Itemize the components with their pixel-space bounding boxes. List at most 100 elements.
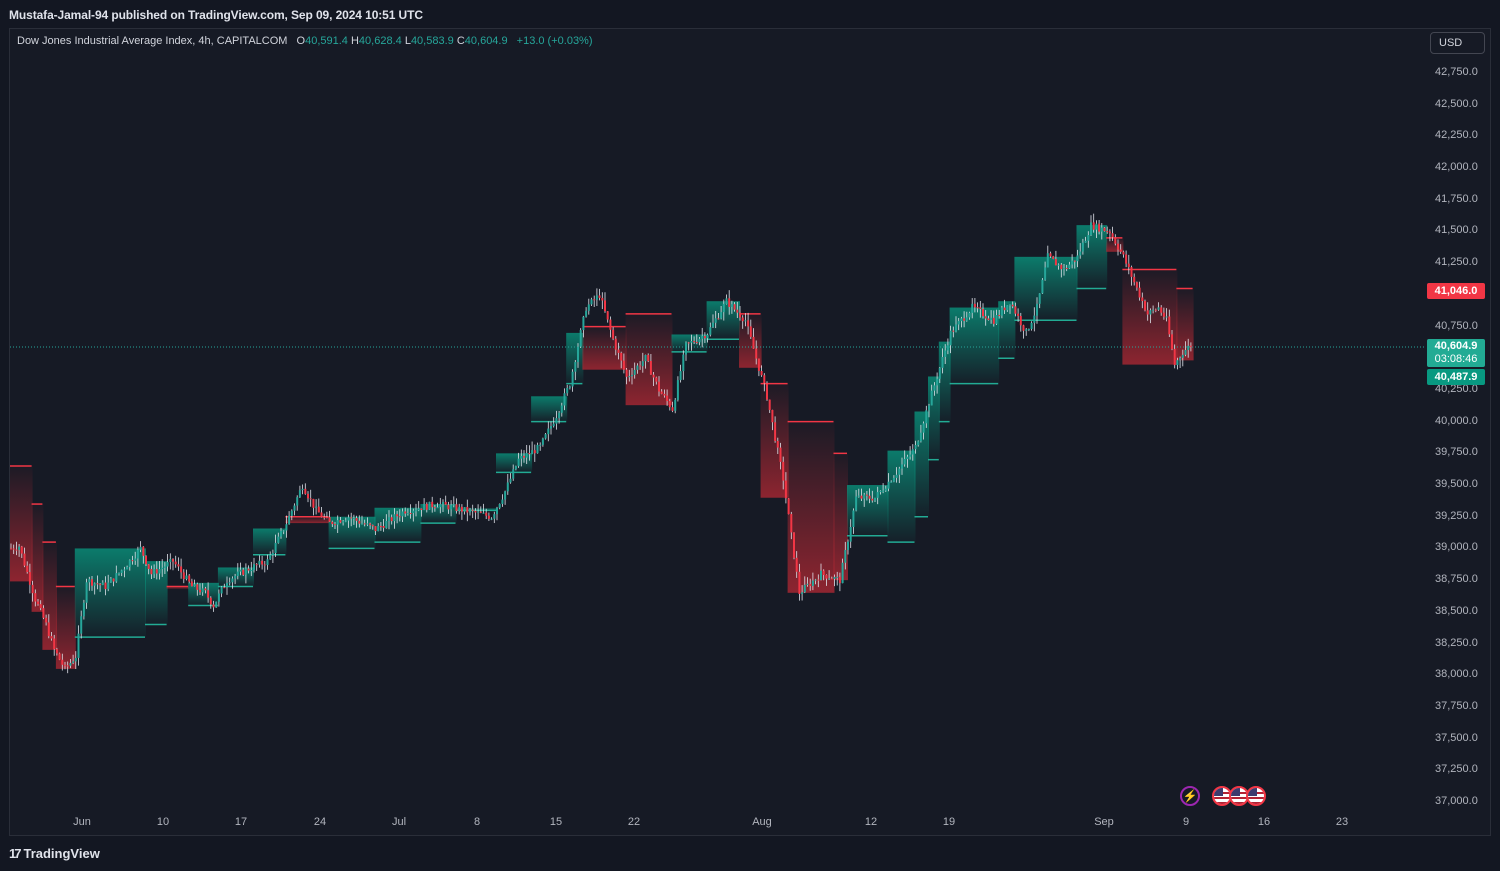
- candle-body: [541, 438, 544, 445]
- candle-body: [728, 298, 731, 307]
- candle-body: [385, 520, 388, 528]
- candle-body: [61, 659, 64, 665]
- candle-body: [847, 541, 849, 550]
- candle-body: [836, 576, 839, 578]
- candle-body: [398, 516, 401, 518]
- candle-body: [118, 572, 120, 574]
- candle-body: [1084, 240, 1087, 243]
- candle-body: [898, 468, 901, 475]
- candle-body: [45, 617, 48, 623]
- candle-body: [263, 564, 266, 566]
- candle-body: [766, 383, 768, 400]
- tradingview-logo-icon: 17: [9, 846, 22, 861]
- candle-body: [1030, 322, 1033, 329]
- candle-body: [865, 494, 868, 496]
- candle-body: [555, 418, 558, 424]
- candle-body: [914, 444, 917, 450]
- candle-body: [128, 560, 131, 568]
- candle-body: [415, 510, 417, 512]
- candle-body: [739, 312, 741, 318]
- candle-body: [196, 584, 199, 590]
- high-label: H: [350, 35, 359, 47]
- candle-body: [82, 602, 85, 617]
- candle-body: [741, 317, 744, 322]
- price-axis-tick: 38,750.0: [1435, 573, 1478, 586]
- candle-body: [585, 310, 588, 317]
- candle-body: [617, 349, 620, 353]
- candle-body: [320, 512, 323, 517]
- candle-body: [936, 378, 939, 386]
- candle-body: [193, 584, 196, 587]
- candle-body: [269, 554, 272, 560]
- candle-body: [317, 506, 320, 513]
- candle-body: [860, 495, 863, 499]
- candle-body: [663, 393, 666, 396]
- bull-band-segment: [374, 507, 422, 543]
- candle-body: [261, 560, 264, 565]
- candle-body: [253, 564, 255, 571]
- open-value: 40,591.4: [305, 35, 348, 47]
- time-axis-tick: 17: [234, 816, 248, 828]
- tradingview-branding[interactable]: 17 TradingView: [9, 846, 100, 861]
- candle-body: [660, 391, 663, 394]
- candle-body: [730, 304, 733, 307]
- candle-body: [64, 664, 66, 666]
- candle-body: [644, 354, 647, 362]
- candle-body: [282, 530, 285, 532]
- lightning-icon[interactable]: ⚡: [1180, 786, 1200, 806]
- candle-body: [774, 422, 777, 441]
- us-flag-icon[interactable]: [1229, 786, 1249, 806]
- candle-body: [698, 338, 701, 343]
- candle-body: [271, 552, 274, 555]
- candle-body: [239, 569, 242, 572]
- candle-body: [393, 514, 396, 522]
- candle-body: [525, 453, 528, 458]
- candle-body: [725, 298, 728, 304]
- candle-body: [798, 571, 801, 594]
- candle-body: [903, 458, 906, 465]
- candle-body: [169, 558, 172, 563]
- candle-body: [199, 589, 201, 593]
- candle-body: [315, 506, 318, 508]
- candle-body: [1041, 279, 1044, 294]
- candle-body: [153, 569, 156, 575]
- candle-body: [123, 569, 126, 571]
- candle-body: [250, 570, 253, 572]
- us-flag-icon[interactable]: [1246, 786, 1266, 806]
- candle-body: [606, 311, 609, 320]
- candle-body: [868, 495, 871, 499]
- candle-body: [334, 524, 336, 526]
- candle-body: [695, 341, 698, 343]
- candle-body: [172, 558, 174, 562]
- candle-body: [841, 562, 844, 584]
- candle-body: [463, 506, 466, 512]
- price-axis-tick: 41,750.0: [1435, 192, 1478, 205]
- chart-pane[interactable]: [9, 28, 1491, 836]
- candle-body: [477, 511, 480, 513]
- time-axis-tick: 19: [942, 816, 956, 828]
- bull-band-segment: [455, 508, 497, 511]
- candle-body: [809, 583, 812, 586]
- candle-body: [801, 592, 804, 594]
- candle-body: [955, 324, 957, 332]
- currency-selector-button[interactable]: USD: [1430, 32, 1485, 54]
- candle-body: [760, 371, 763, 376]
- candle-body: [579, 330, 582, 347]
- candle-body: [925, 410, 928, 424]
- price-axis-tick: 39,500.0: [1435, 478, 1478, 491]
- candle-body: [99, 584, 102, 586]
- symbol-legend[interactable]: Dow Jones Industrial Average Index, 4h, …: [17, 35, 593, 47]
- top-bar: Mustafa-Jamal-94 published on TradingVie…: [0, 0, 1500, 28]
- time-axis-tick: 9: [1182, 816, 1190, 828]
- time-axis-tick: Aug: [752, 816, 772, 828]
- candle-body: [447, 504, 450, 510]
- candle-body: [733, 304, 736, 310]
- candle-body: [1065, 267, 1068, 269]
- bull-band-segment: [328, 516, 376, 549]
- candle-body: [10, 548, 12, 550]
- candle-body: [1092, 222, 1095, 230]
- candle-body: [536, 444, 539, 454]
- candle-body: [1036, 303, 1038, 316]
- candle-body: [558, 412, 561, 419]
